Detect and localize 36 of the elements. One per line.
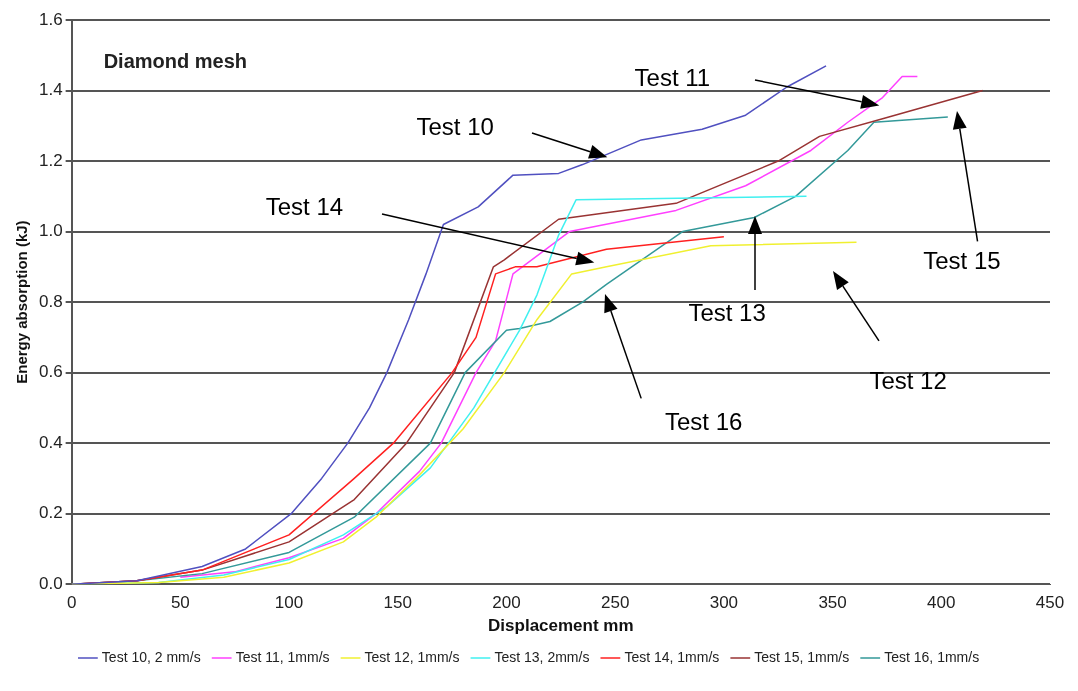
x-tick-label: 300	[709, 593, 739, 613]
x-tick-label: 50	[170, 593, 190, 613]
legend-label: Test 11, 1mm/s	[235, 648, 330, 665]
x-tick-label: 200	[492, 593, 521, 613]
y-tick-label: 1.4	[38, 80, 63, 100]
legend-label: Test 15, 1mm/s	[754, 648, 850, 665]
x-axis-title: Displacement mm	[488, 616, 634, 636]
annotation: Test 10	[416, 113, 494, 141]
x-tick-label: 350	[818, 593, 847, 613]
y-tick-label: 1.6	[38, 9, 63, 29]
annotation: Test 14	[265, 192, 344, 220]
legend-label: Test 16, 1mm/s	[884, 648, 980, 665]
annotation: Test 16	[664, 407, 743, 435]
x-tick-label: 250	[600, 593, 630, 613]
text: Diamond mesh	[103, 49, 247, 72]
annotation: Test 12	[869, 367, 947, 395]
legend-label: Test 13, 2mm/s	[494, 648, 590, 665]
y-axis-title: Energy absorption (kJ)	[13, 220, 31, 384]
x-tick-label: 400	[927, 593, 956, 613]
y-tick-label: 0.0	[38, 573, 63, 593]
y-tick-label: 0.2	[38, 503, 63, 523]
annotation: Test 15	[923, 246, 1001, 274]
x-tick-label: 450	[1035, 593, 1065, 613]
y-tick-label: 1.2	[38, 150, 63, 170]
annotation: Test 13	[688, 299, 766, 327]
annotation: Test 11	[634, 63, 711, 91]
y-tick-label: 0.8	[38, 291, 63, 311]
legend-label: Test 10, 2 mm/s	[101, 648, 201, 665]
y-tick-label: 1.0	[38, 221, 63, 241]
legend-label: Test 12, 1mm/s	[364, 648, 460, 665]
x-tick-label: 0	[66, 593, 77, 613]
legend-label: Test 14, 1mm/s	[624, 648, 720, 665]
y-tick-label: 0.4	[38, 432, 63, 452]
y-tick-label: 0.6	[38, 362, 63, 382]
x-tick-label: 150	[383, 593, 412, 613]
x-tick-label: 100	[274, 593, 304, 613]
